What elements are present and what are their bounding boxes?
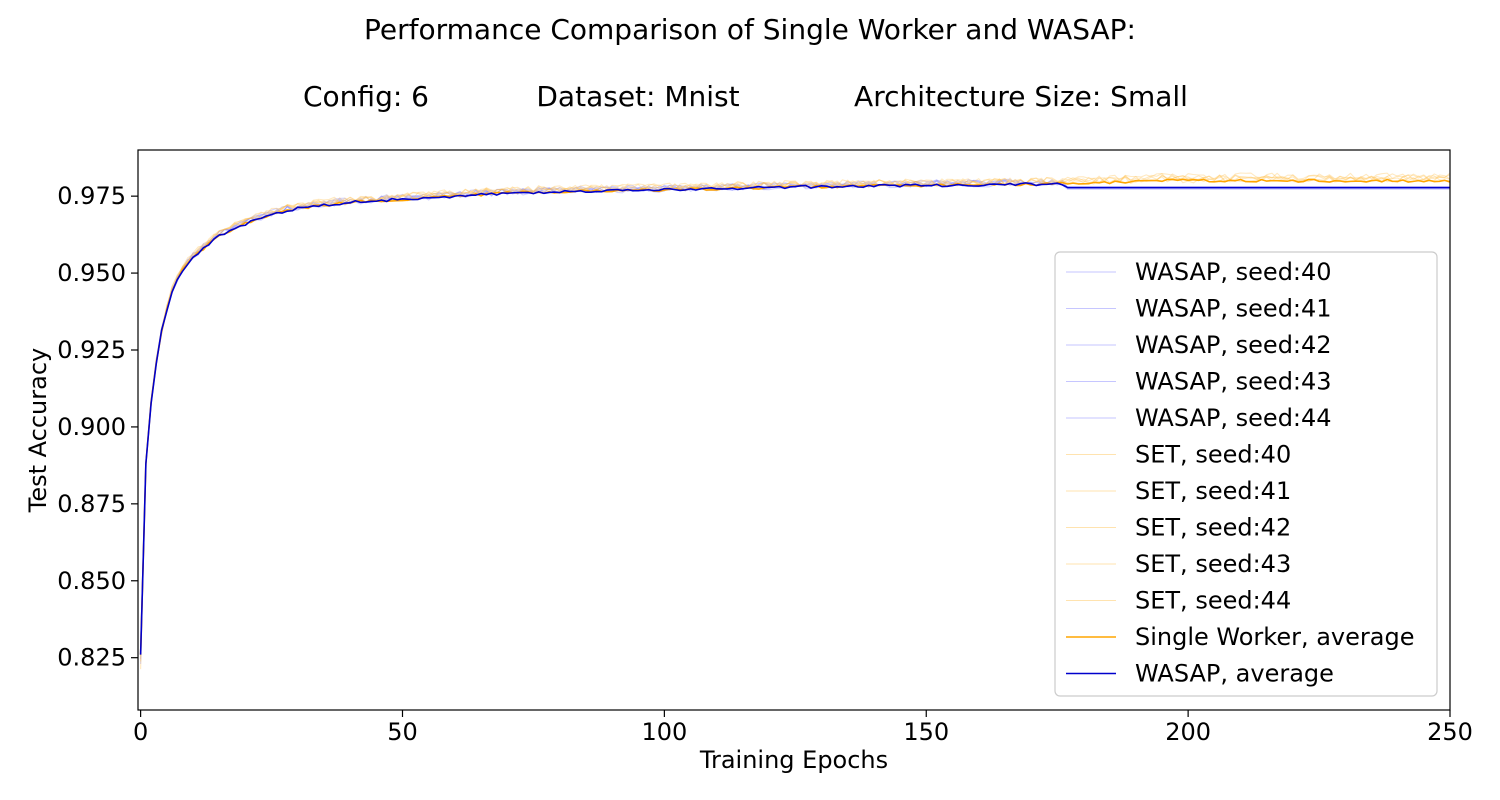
- legend-entry-label: WASAP, seed:41: [1135, 295, 1332, 323]
- series-line-set-seed-40: [140, 174, 1451, 652]
- legend: WASAP, seed:40 WASAP, seed:41 WASAP, seed:…: [1054, 251, 1438, 697]
- x-tick-label: 250: [1427, 718, 1473, 746]
- y-tick-label: 0.825: [57, 644, 126, 672]
- series-line-set-seed-41: [140, 175, 1451, 670]
- legend-entry-label: SET, seed:41: [1135, 477, 1291, 505]
- legend-items: WASAP, seed:40 WASAP, seed:41 WASAP, seed:…: [1066, 258, 1414, 688]
- legend-entry-label: WASAP, average: [1135, 660, 1334, 688]
- legend-entry-label: SET, seed:44: [1135, 587, 1291, 615]
- x-tick-label: 150: [903, 718, 949, 746]
- chart-subtitle-architecture: Architecture Size: Small: [854, 80, 1188, 113]
- y-tick-label: 0.975: [57, 182, 126, 210]
- chart-subtitle-dataset: Dataset: Mnist: [536, 80, 739, 113]
- chart-subtitle-config: Config: 6: [303, 80, 429, 113]
- x-tick-label: 200: [1165, 718, 1211, 746]
- plot-frame: [137, 149, 1451, 711]
- x-tick-label: 50: [387, 718, 418, 746]
- legend-entry-label: Single Worker, average: [1135, 623, 1414, 651]
- series-line-set-seed-44: [140, 172, 1451, 662]
- series-line-wasap-seed-43: [140, 179, 1450, 647]
- series-line-wasap-average: [139, 182, 1450, 655]
- x-tick-label: 0: [133, 718, 148, 746]
- y-tick-label: 0.875: [57, 490, 126, 518]
- legend-entry-label: WASAP, seed:42: [1135, 331, 1332, 359]
- x-tick-label: 100: [641, 718, 687, 746]
- y-tick-label: 0.900: [57, 413, 126, 441]
- x-axis-ticks: 0 50 100 150 200 250: [133, 710, 1473, 746]
- legend-entry-label: WASAP, seed:44: [1135, 404, 1332, 432]
- y-tick-label: 0.925: [57, 336, 126, 364]
- legend-entry-label: SET, seed:43: [1135, 550, 1291, 578]
- plot-lines: [139, 172, 1451, 670]
- y-tick-label: 0.950: [57, 259, 126, 287]
- legend-entry-label: SET, seed:42: [1135, 514, 1291, 542]
- legend-entry-label: WASAP, seed:40: [1135, 258, 1332, 286]
- chart-title: Performance Comparison of Single Worker …: [364, 13, 1136, 46]
- legend-frame: [1054, 251, 1438, 697]
- y-axis-label: Test Accuracy: [24, 348, 52, 513]
- x-axis-label: Training Epochs: [699, 746, 888, 774]
- y-axis-ticks: 0.825 0.850 0.875 0.900 0.925 0.950 0.975: [57, 182, 138, 672]
- y-tick-label: 0.850: [57, 567, 126, 595]
- legend-entry-label: WASAP, seed:43: [1135, 368, 1332, 396]
- legend-entry-label: SET, seed:40: [1135, 441, 1291, 469]
